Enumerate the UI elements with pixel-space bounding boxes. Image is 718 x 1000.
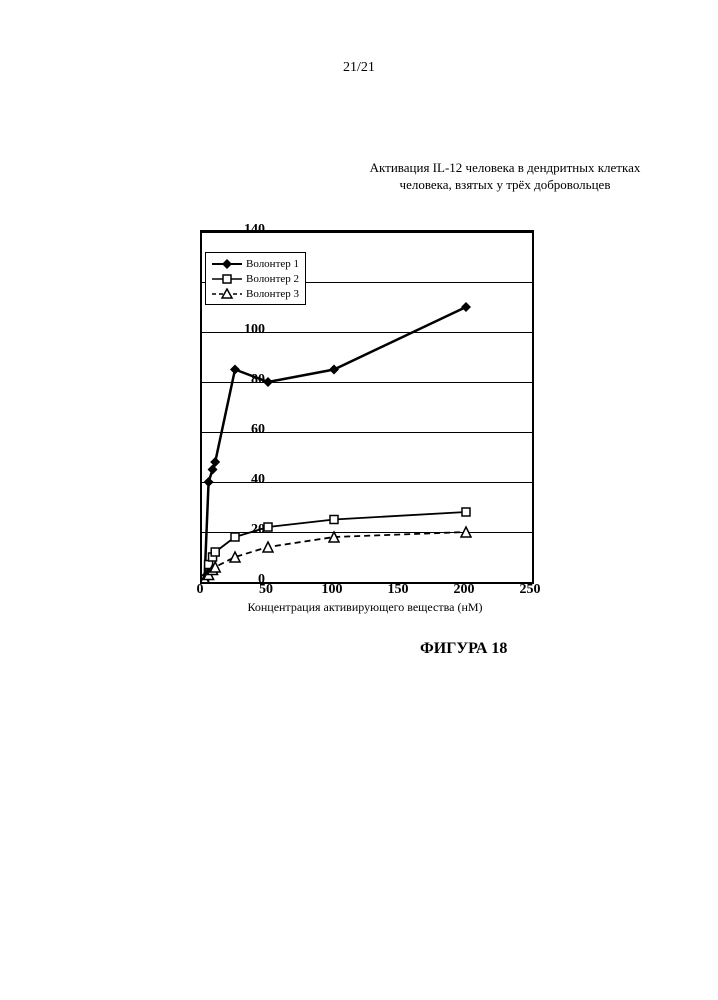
figure-label: ФИГУРА 18 [420, 640, 507, 658]
legend-label: Волонтер 3 [246, 288, 299, 300]
x-tick: 50 [246, 582, 286, 598]
page-number: 21/21 [0, 0, 718, 76]
x-tick: 250 [510, 582, 550, 598]
legend-label: Волонтер 1 [246, 258, 299, 270]
y-tick: 100 [225, 322, 265, 338]
chart-title: Активация IL-12 человека в дендритных кл… [355, 160, 655, 194]
legend-item: Волонтер 1 [212, 256, 299, 271]
y-tick: 60 [225, 422, 265, 438]
legend-label: Волонтер 2 [246, 273, 299, 285]
y-tick: 80 [225, 372, 265, 388]
x-tick: 100 [312, 582, 352, 598]
x-tick: 0 [180, 582, 220, 598]
y-tick: 40 [225, 472, 265, 488]
x-tick: 150 [378, 582, 418, 598]
x-tick: 200 [444, 582, 484, 598]
legend-item: Волонтер 2 [212, 271, 299, 286]
triangle-open-icon [212, 288, 242, 300]
x-axis-label: Концентрация активирующего вещества (нМ) [200, 600, 530, 615]
legend-item: Волонтер 3 [212, 286, 299, 301]
diamond-filled-icon [212, 258, 242, 270]
chart-container: Активация IL-12 человека в дендритных кл… [150, 220, 550, 630]
y-tick: 140 [225, 222, 265, 238]
square-open-icon [212, 273, 242, 285]
y-tick: 20 [225, 522, 265, 538]
legend: Волонтер 1 Волонтер 2 Волонтер 3 [205, 252, 306, 305]
